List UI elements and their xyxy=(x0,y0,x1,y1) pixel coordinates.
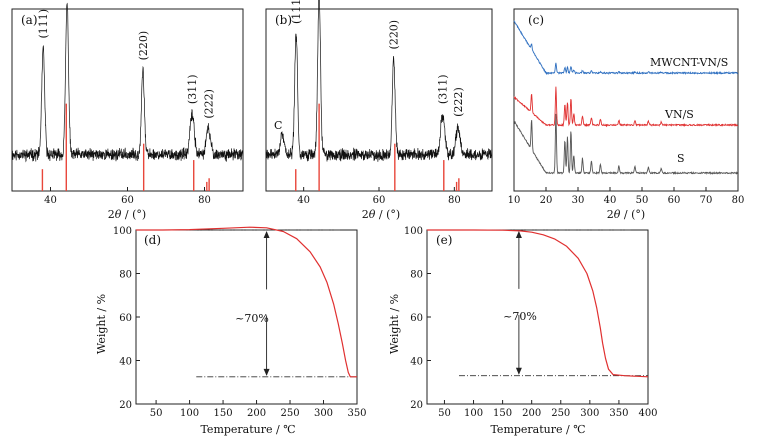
x-tick-label: 150 xyxy=(493,408,512,419)
arrow-upper-head xyxy=(263,231,270,238)
series-line-s xyxy=(513,113,738,175)
panel-e: (e) Temperature / ℃ Weight / % ~70% 50 10… xyxy=(388,226,658,436)
panel-d-xlabel: Temperature / ℃ xyxy=(200,423,295,436)
panel-d: (d) Temperature / ℃ Weight / % ~70% 50 10… xyxy=(95,226,367,436)
series-label-vn-s: VN/S xyxy=(664,108,694,121)
peak-label: (220) xyxy=(388,20,401,50)
y-tick-label: 80 xyxy=(119,270,132,281)
x-tick-label: 60 xyxy=(668,195,681,206)
series-line-vn-s xyxy=(513,86,738,128)
panel-e-annotation: ~70% xyxy=(503,310,537,323)
panel-e-label: (e) xyxy=(436,233,452,247)
x-tick-label: 80 xyxy=(198,195,211,206)
arrow-lower-head xyxy=(263,368,270,376)
x-tick-label: 60 xyxy=(373,195,386,206)
x-tick-label: 10 xyxy=(508,195,521,206)
x-tick-label: 250 xyxy=(551,408,570,419)
arrow-upper-head xyxy=(515,231,522,238)
panel-d-label: (d) xyxy=(144,233,161,247)
y-tick-label: 100 xyxy=(404,226,423,237)
plot-frame xyxy=(513,8,739,192)
x-tick-label: 40 xyxy=(44,195,57,206)
series-label-mwcnt-vn-s: MWCNT-VN/S xyxy=(650,56,728,69)
panel-a: (a) 2θ / (°) 406080(111)(200)(220)(311)(… xyxy=(11,2,244,221)
x-tick-label: 350 xyxy=(347,408,366,419)
x-tick-label: 300 xyxy=(314,408,333,419)
x-tick-label: 350 xyxy=(609,408,628,419)
x-tick-label: 100 xyxy=(464,408,483,419)
y-tick-label: 40 xyxy=(410,357,423,368)
panel-b: (b) 2θ / (°) 406080C(111)(200)(220)(311)… xyxy=(265,0,493,221)
x-tick-label: 20 xyxy=(540,195,553,206)
panel-c: (c) 2θ / (°) MWCNT-VN/S VN/S S 10 20 30 40 5… xyxy=(508,8,745,221)
panel-b-xlabel: 2θ / (°) xyxy=(362,208,400,221)
x-tick-label: 80 xyxy=(732,195,745,206)
panel-e-xlabel: Temperature / ℃ xyxy=(490,423,585,436)
y-tick-label: 100 xyxy=(113,226,132,237)
panel-c-xlabel: 2θ / (°) xyxy=(607,208,645,221)
peak-label: C xyxy=(274,119,282,132)
x-tick-label: 200 xyxy=(247,408,266,419)
x-tick-label: 50 xyxy=(438,408,451,419)
x-tick-label: 40 xyxy=(297,195,310,206)
panel-a-xlabel: 2θ / (°) xyxy=(108,208,146,221)
peak-label: (311) xyxy=(437,74,450,104)
x-tick-label: 400 xyxy=(638,408,657,419)
y-tick-label: 40 xyxy=(119,357,132,368)
x-tick-label: 80 xyxy=(448,195,461,206)
x-tick-label: 100 xyxy=(180,408,199,419)
peak-label: (111) xyxy=(37,9,50,39)
arrow-lower-head xyxy=(515,367,522,375)
x-tick-label: 250 xyxy=(280,408,299,419)
weight-curve xyxy=(136,226,357,378)
plot-frame xyxy=(426,229,649,405)
series-line-mwcnt-vn-s xyxy=(513,20,739,76)
series-label-s: S xyxy=(677,152,685,165)
panel-a-label: (a) xyxy=(21,13,38,27)
panel-e-ylabel: Weight / % xyxy=(388,294,401,354)
x-tick-label: 200 xyxy=(522,408,541,419)
xrd-pattern xyxy=(11,2,244,163)
peak-label: (311) xyxy=(186,74,199,104)
peak-label: (222) xyxy=(452,87,465,117)
weight-curve xyxy=(427,229,649,378)
panel-c-label: (c) xyxy=(528,13,544,27)
x-tick-label: 30 xyxy=(572,195,585,206)
y-tick-label: 20 xyxy=(410,400,423,411)
y-tick-label: 60 xyxy=(119,313,132,324)
x-tick-label: 40 xyxy=(604,195,617,206)
panel-d-annotation: ~70% xyxy=(235,312,269,325)
x-tick-label: 50 xyxy=(636,195,649,206)
x-tick-label: 50 xyxy=(150,408,163,419)
y-tick-label: 80 xyxy=(410,270,423,281)
panel-b-label: (b) xyxy=(275,13,292,27)
peak-label: (220) xyxy=(137,31,150,61)
y-tick-label: 60 xyxy=(410,313,423,324)
x-tick-label: 70 xyxy=(700,195,713,206)
peak-label: (222) xyxy=(202,89,215,119)
peak-label: (111) xyxy=(290,0,303,24)
y-tick-label: 20 xyxy=(119,400,132,411)
x-tick-label: 300 xyxy=(580,408,599,419)
xrd-pattern xyxy=(265,0,493,162)
panel-d-ylabel: Weight / % xyxy=(95,294,108,354)
x-tick-label: 150 xyxy=(214,408,233,419)
x-tick-label: 60 xyxy=(121,195,134,206)
